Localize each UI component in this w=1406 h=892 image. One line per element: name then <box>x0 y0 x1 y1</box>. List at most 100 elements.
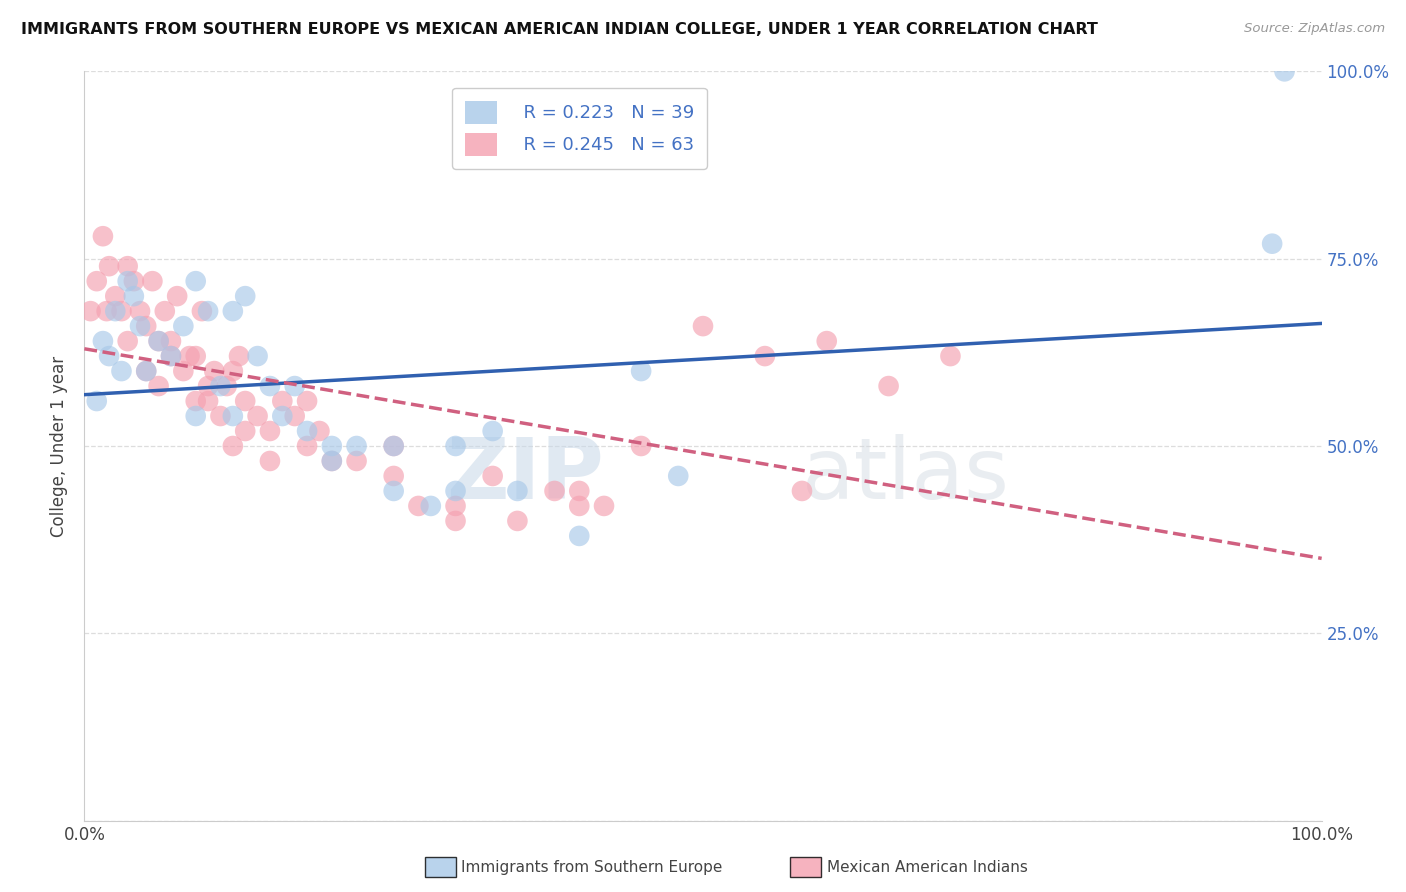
Point <box>295 439 318 453</box>
Text: ZIP: ZIP <box>446 434 605 517</box>
Point <box>568 529 591 543</box>
Point <box>117 274 139 288</box>
Text: Mexican American Indians: Mexican American Indians <box>827 860 1028 874</box>
Point <box>110 304 132 318</box>
Point <box>209 379 232 393</box>
Point <box>141 274 163 288</box>
Point <box>321 454 343 468</box>
Point <box>104 304 127 318</box>
Point <box>184 394 207 409</box>
Text: Source: ZipAtlas.com: Source: ZipAtlas.com <box>1244 22 1385 36</box>
Point <box>233 289 256 303</box>
Point <box>666 469 689 483</box>
Point <box>346 454 368 468</box>
Point <box>543 483 565 498</box>
Point <box>259 424 281 438</box>
Point <box>790 483 813 498</box>
Point <box>197 379 219 393</box>
Point <box>222 304 245 318</box>
Point <box>568 499 591 513</box>
Point <box>259 379 281 393</box>
Point <box>135 364 157 378</box>
Point <box>197 304 219 318</box>
Text: IMMIGRANTS FROM SOUTHERN EUROPE VS MEXICAN AMERICAN INDIAN COLLEGE, UNDER 1 YEAR: IMMIGRANTS FROM SOUTHERN EUROPE VS MEXIC… <box>21 22 1098 37</box>
Point <box>877 379 900 393</box>
Point <box>153 304 176 318</box>
Text: Immigrants from Southern Europe: Immigrants from Southern Europe <box>461 860 723 874</box>
Point <box>79 304 101 318</box>
Point <box>184 274 207 288</box>
Point <box>1261 236 1284 251</box>
Point <box>160 349 183 363</box>
Point <box>346 439 368 453</box>
Point <box>630 364 652 378</box>
Point <box>444 499 467 513</box>
Point <box>184 409 207 423</box>
Point <box>222 364 245 378</box>
Point <box>215 379 238 393</box>
Point <box>444 439 467 453</box>
Point <box>754 349 776 363</box>
Point <box>222 439 245 453</box>
Point <box>148 334 170 348</box>
Point <box>692 319 714 334</box>
Legend:   R = 0.223   N = 39,   R = 0.245   N = 63: R = 0.223 N = 39, R = 0.245 N = 63 <box>453 88 706 169</box>
Point <box>148 334 170 348</box>
Point <box>295 424 318 438</box>
Point <box>246 349 269 363</box>
Point <box>233 424 256 438</box>
Point <box>104 289 127 303</box>
Point <box>98 259 121 273</box>
Point <box>172 319 194 334</box>
Point <box>129 319 152 334</box>
Point <box>271 409 294 423</box>
Point <box>202 364 225 378</box>
Point <box>160 349 183 363</box>
Point <box>209 409 232 423</box>
Point <box>160 334 183 348</box>
Point <box>191 304 214 318</box>
Point <box>506 514 529 528</box>
Point <box>233 394 256 409</box>
Point <box>284 379 307 393</box>
Point <box>382 439 405 453</box>
Point <box>179 349 201 363</box>
Point <box>172 364 194 378</box>
Point <box>86 394 108 409</box>
Point <box>419 499 441 513</box>
Point <box>122 274 145 288</box>
Point <box>122 289 145 303</box>
Point <box>568 483 591 498</box>
Point <box>321 454 343 468</box>
Point <box>91 229 114 244</box>
Point <box>630 439 652 453</box>
Point <box>295 394 318 409</box>
Point <box>481 469 503 483</box>
Point <box>271 394 294 409</box>
Point <box>308 424 330 438</box>
Point <box>246 409 269 423</box>
Point <box>117 259 139 273</box>
Point <box>284 409 307 423</box>
Point <box>117 334 139 348</box>
Point <box>382 469 405 483</box>
Point <box>506 483 529 498</box>
Point <box>481 424 503 438</box>
Point <box>321 439 343 453</box>
Point <box>382 439 405 453</box>
Point <box>129 304 152 318</box>
Point <box>197 394 219 409</box>
Point <box>135 364 157 378</box>
Point <box>135 319 157 334</box>
Point <box>166 289 188 303</box>
Point <box>444 483 467 498</box>
Point <box>593 499 616 513</box>
Point <box>939 349 962 363</box>
Point <box>91 334 114 348</box>
Point <box>98 349 121 363</box>
Point <box>408 499 430 513</box>
Point <box>148 379 170 393</box>
Text: atlas: atlas <box>801 434 1010 517</box>
Point <box>184 349 207 363</box>
Point <box>222 409 245 423</box>
